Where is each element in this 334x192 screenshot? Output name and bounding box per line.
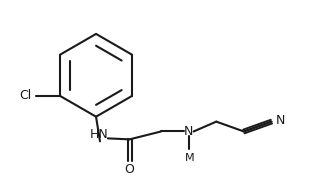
Text: M: M: [185, 153, 194, 163]
Text: Cl: Cl: [20, 89, 32, 103]
Text: N: N: [276, 114, 285, 127]
Text: O: O: [125, 163, 135, 176]
Text: HN: HN: [90, 128, 108, 141]
Text: N: N: [184, 125, 193, 138]
